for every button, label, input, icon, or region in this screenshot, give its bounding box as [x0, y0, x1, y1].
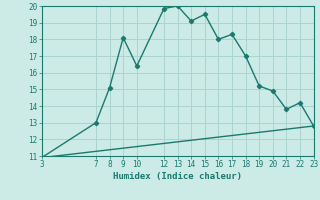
X-axis label: Humidex (Indice chaleur): Humidex (Indice chaleur): [113, 172, 242, 181]
